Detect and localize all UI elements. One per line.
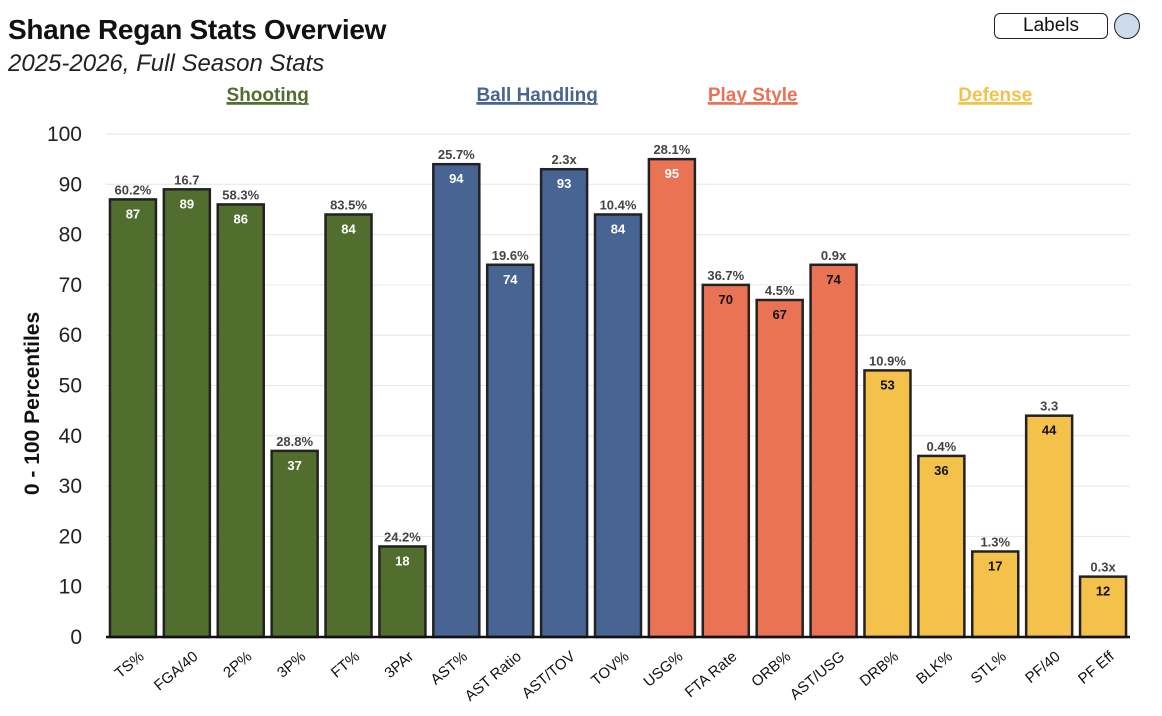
y-tick-label: 0 — [70, 626, 82, 649]
y-tick-label: 40 — [59, 425, 82, 448]
value-label: 84 — [611, 221, 626, 236]
group-header-ball-handling: Ball Handling — [476, 85, 597, 106]
stat-label: 19.6% — [492, 248, 529, 263]
value-label: 94 — [449, 171, 464, 186]
y-tick-label: 90 — [59, 173, 82, 196]
bar — [162, 188, 212, 639]
bar — [324, 213, 373, 639]
bar — [809, 263, 858, 639]
stat-label: 25.7% — [438, 147, 475, 162]
value-label: 95 — [665, 166, 679, 181]
stat-label: 28.8% — [276, 434, 313, 449]
stat-label: 0.9x — [821, 248, 847, 263]
stat-label: 4.5% — [765, 283, 795, 298]
x-tick-label: ORB% — [748, 648, 794, 690]
group-header-play-style: Play Style — [708, 85, 798, 106]
x-tick-label: FGA/40 — [151, 648, 202, 694]
bar — [485, 263, 535, 639]
y-tick-label: 70 — [59, 274, 82, 297]
y-tick-label: 100 — [47, 123, 82, 146]
value-label: 53 — [880, 377, 894, 392]
stat-label: 10.4% — [600, 197, 637, 212]
chart-subtitle: 2025-2026, Full Season Stats — [8, 50, 325, 77]
x-tick-label: DRB% — [857, 648, 902, 690]
bar — [863, 369, 912, 639]
x-tick-label: AST Ratio — [462, 648, 525, 705]
x-tick-label: AST% — [427, 648, 470, 688]
value-label: 74 — [826, 272, 841, 287]
x-tick-label: USG% — [640, 648, 686, 690]
y-tick-label: 30 — [59, 475, 82, 498]
value-label: 89 — [180, 196, 194, 211]
stat-label: 83.5% — [330, 197, 367, 212]
bar — [755, 298, 804, 639]
x-tick-label: 2P% — [220, 648, 255, 681]
bar — [1078, 575, 1128, 639]
stat-label: 2.3x — [551, 152, 577, 167]
x-tick-label: 3P% — [274, 648, 309, 681]
group-header-shooting: Shooting — [227, 85, 309, 106]
value-label: 67 — [772, 307, 786, 322]
x-tick-label: 3PAr — [381, 648, 417, 682]
bar — [432, 162, 481, 639]
value-label: 74 — [503, 272, 518, 287]
bar — [701, 283, 751, 639]
x-tick-label: PF Eff — [1075, 648, 1118, 688]
bar — [1024, 414, 1074, 639]
value-label: 17 — [988, 558, 1002, 573]
stat-label: 1.3% — [980, 534, 1010, 549]
stat-label: 3.3 — [1040, 399, 1058, 414]
y-tick-label: 10 — [59, 576, 82, 599]
value-label: 37 — [287, 458, 301, 473]
x-tick-label: BLK% — [913, 648, 956, 688]
stat-label: 10.9% — [869, 353, 906, 368]
y-axis-label: 0 - 100 Percentiles — [21, 312, 44, 495]
bar — [647, 157, 697, 639]
x-tick-label: PF/40 — [1022, 648, 1064, 687]
labels-toggle[interactable] — [1114, 13, 1140, 39]
value-label: 86 — [234, 211, 248, 226]
stat-label: 36.7% — [707, 268, 744, 283]
bar — [216, 203, 265, 639]
stat-label: 24.2% — [384, 529, 421, 544]
chart-title: Shane Regan Stats Overview — [8, 14, 387, 45]
value-label: 84 — [341, 221, 356, 236]
bar — [539, 167, 589, 639]
bar — [593, 213, 643, 639]
stat-label: 16.7 — [174, 172, 199, 187]
y-tick-label: 20 — [59, 525, 82, 548]
y-tick-label: 80 — [59, 224, 82, 247]
bar — [270, 449, 319, 639]
x-tick-label: AST/USG — [787, 648, 848, 703]
value-label: 18 — [395, 553, 409, 568]
stat-label: 0.4% — [927, 439, 957, 454]
stat-label: 58.3% — [222, 187, 259, 202]
value-label: 93 — [557, 176, 571, 191]
labels-button[interactable]: Labels — [994, 13, 1108, 39]
x-tick-label: AST/TOV — [519, 648, 579, 702]
x-tick-label: FT% — [328, 648, 363, 681]
value-label: 12 — [1096, 584, 1110, 599]
x-tick-label: STL% — [968, 648, 1010, 687]
group-header-defense: Defense — [958, 85, 1032, 106]
y-tick-label: 60 — [59, 324, 82, 347]
value-label: 36 — [934, 463, 948, 478]
bar — [917, 454, 966, 639]
stat-label: 28.1% — [653, 142, 690, 157]
value-label: 87 — [126, 206, 140, 221]
x-tick-label: TS% — [112, 648, 148, 682]
stat-label: 0.3x — [1090, 560, 1116, 575]
y-tick-label: 50 — [59, 375, 82, 398]
value-label: 44 — [1042, 423, 1057, 438]
x-tick-label: FTA Rate — [682, 648, 741, 701]
bar — [378, 545, 427, 639]
x-tick-label: TOV% — [588, 648, 633, 689]
bar — [108, 198, 158, 639]
stat-label: 60.2% — [115, 182, 152, 197]
value-label: 70 — [719, 292, 733, 307]
